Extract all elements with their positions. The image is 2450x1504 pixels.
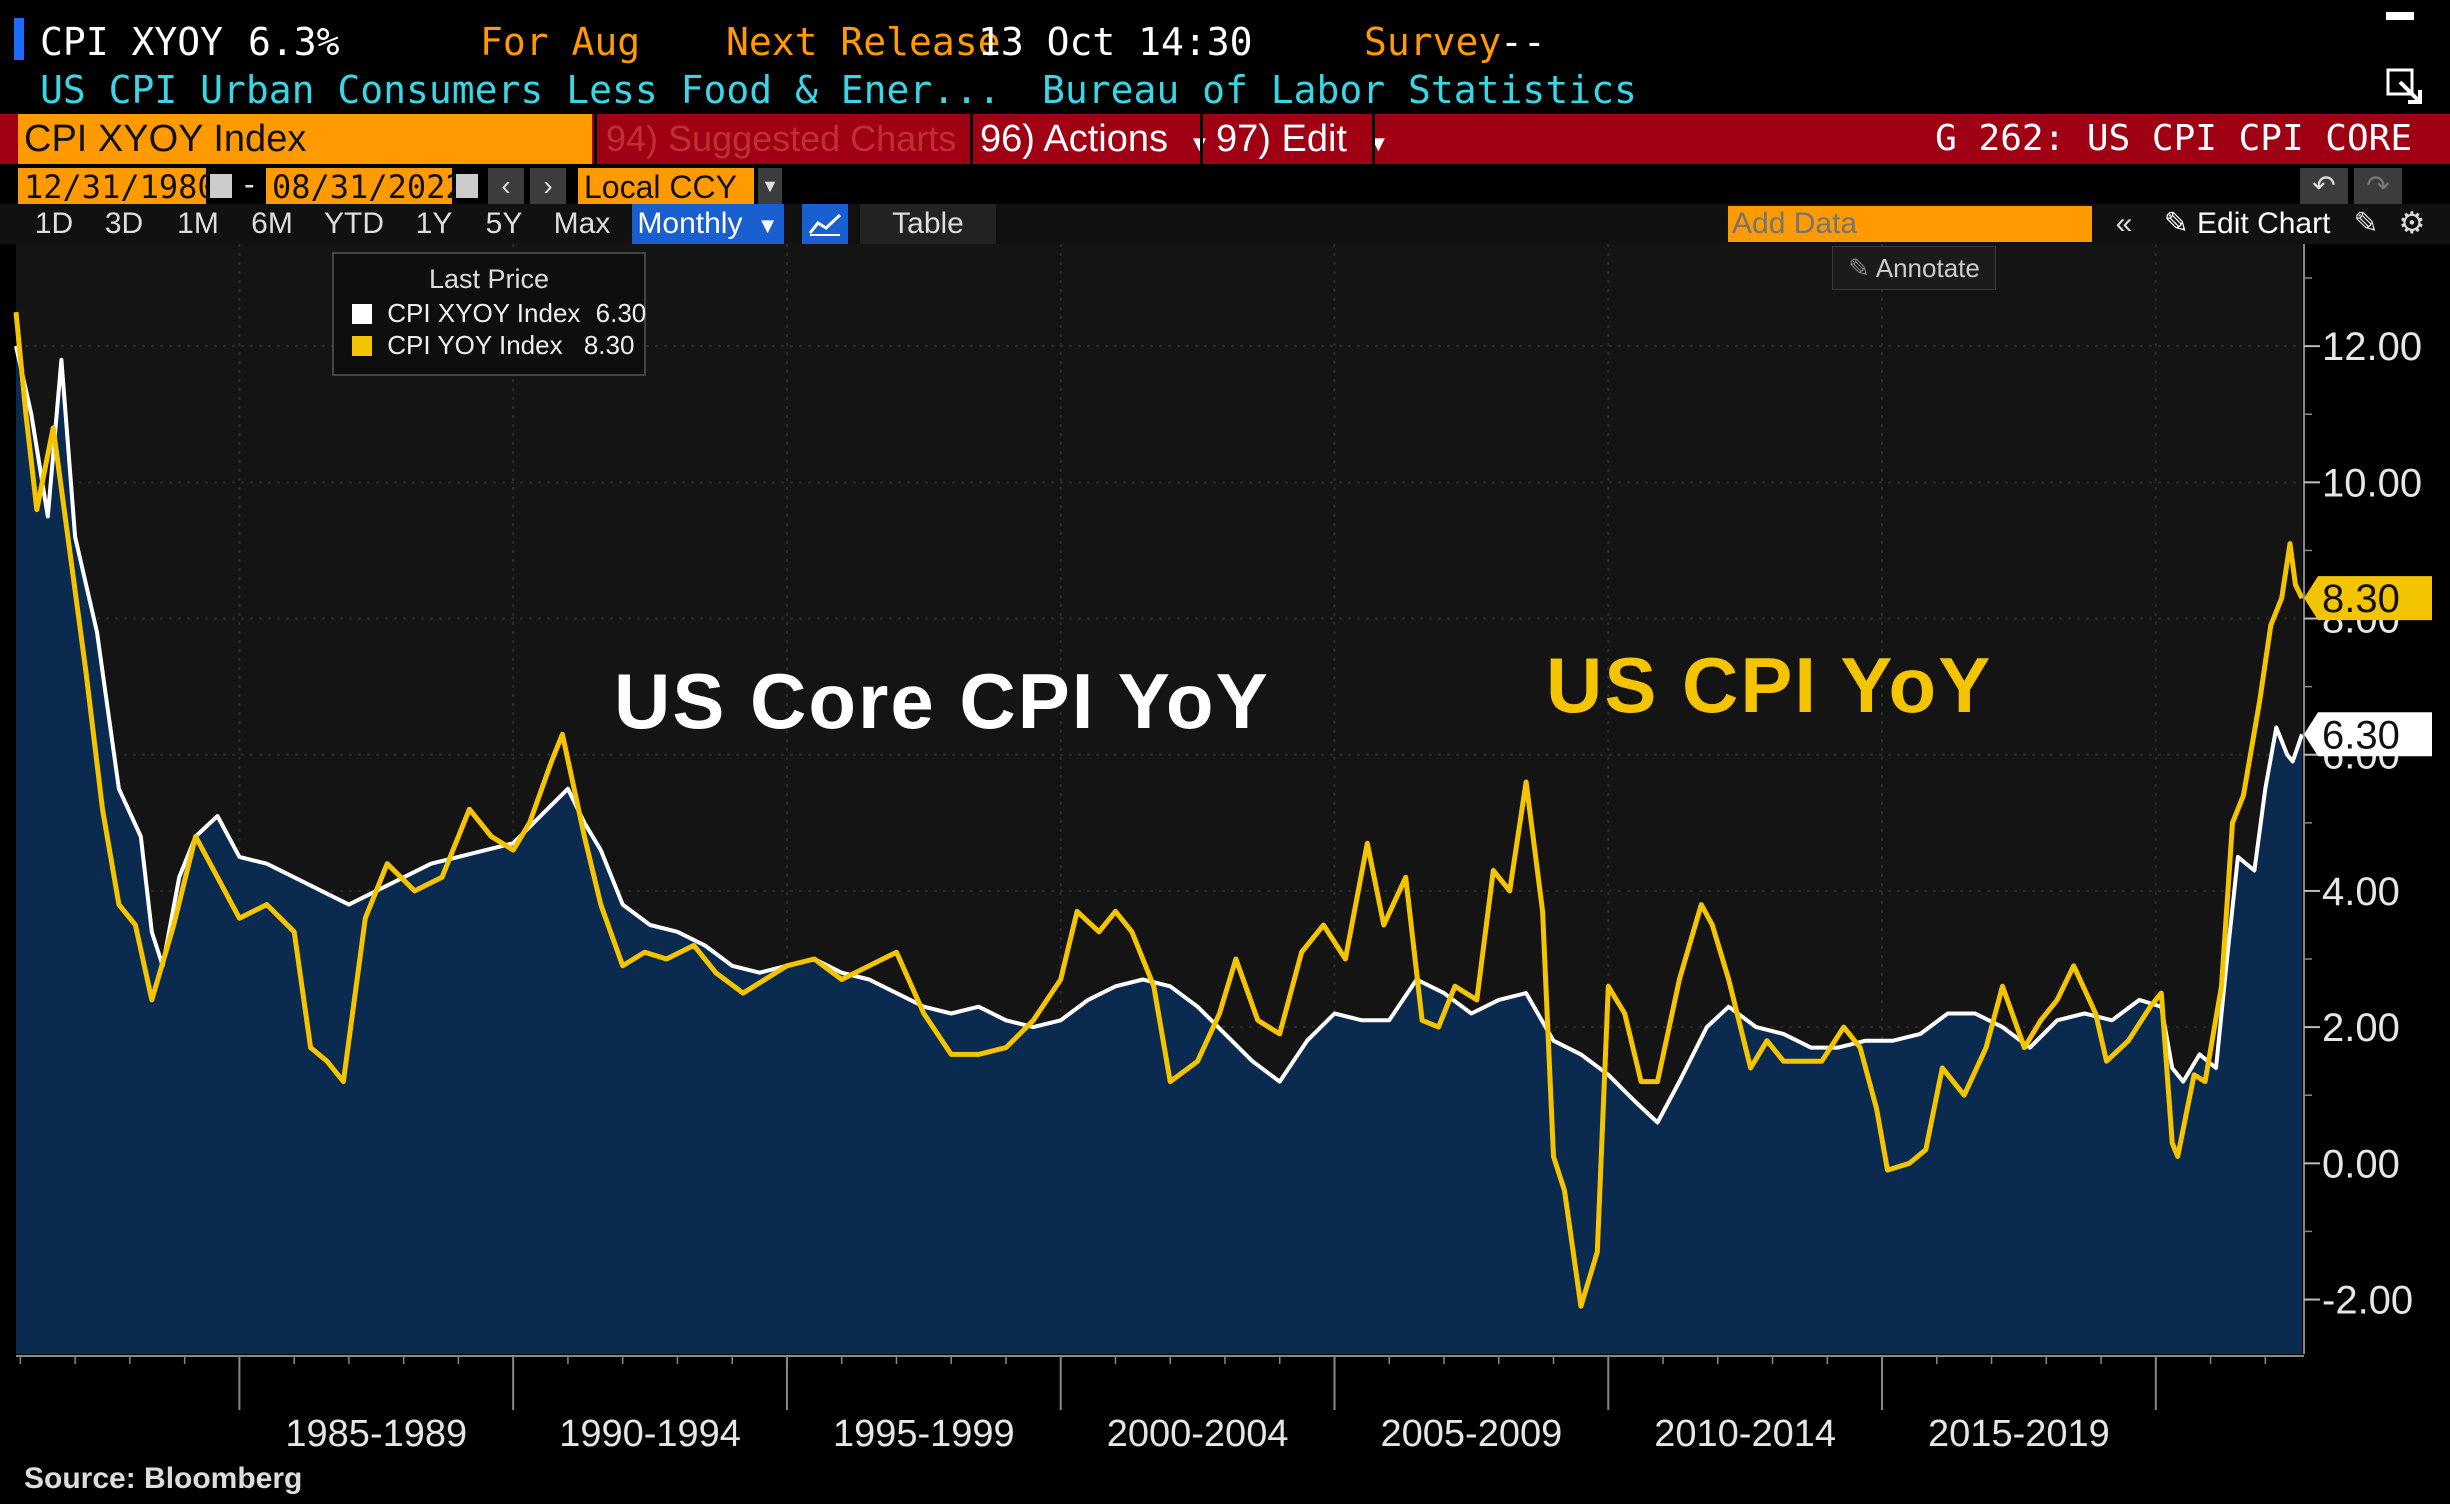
redo-icon[interactable]: ↷ — [2354, 168, 2402, 204]
frequency-caret-icon: ▼ — [756, 213, 779, 238]
core-last-badge-shape — [2304, 712, 2432, 757]
actions-button[interactable]: 96) Actions ▼ — [980, 114, 1210, 164]
security-description-row: US CPI Urban Consumers Less Food & Ener.… — [0, 48, 2450, 114]
chart-title: G 262: US CPI CPI CORE — [1935, 118, 2412, 159]
line-chart-icon[interactable] — [802, 204, 848, 244]
legend-swatch-core — [352, 304, 372, 324]
x-tick-label: 2005-2009 — [1381, 1413, 1563, 1455]
next-release-label: Next Release — [726, 20, 1001, 64]
collapse-icon[interactable]: « — [2115, 207, 2133, 240]
period-label: For Aug — [480, 20, 641, 64]
x-tick-label: 1995-1999 — [833, 1413, 1015, 1455]
y-tick-label: -2.00 — [2322, 1279, 2413, 1323]
annotate-pencil-icon: ✎ — [1848, 253, 1870, 283]
security-field[interactable]: CPI XYOY Index — [18, 114, 592, 164]
y-tick-label: 2.00 — [2322, 1006, 2400, 1050]
survey-value: -- — [1500, 20, 1546, 64]
y-tick-label: 0.00 — [2322, 1142, 2400, 1186]
legend-name-headline: CPI YOY Index — [387, 330, 563, 360]
security-marker — [14, 18, 24, 60]
legend-item-core[interactable]: CPI XYOY Index 6.30 — [352, 298, 646, 329]
add-data-input[interactable] — [1728, 206, 2092, 242]
period-max[interactable]: Max — [553, 207, 611, 240]
survey-label: Survey — [1364, 20, 1502, 64]
gear-icon[interactable]: ⚙ — [2398, 207, 2426, 240]
date-range-row: 12/31/1980 - 08/31/2022 ‹ › Local CCY ▼ … — [0, 166, 2450, 206]
last-value-badges: 8.30 6.30 — [2304, 576, 2432, 757]
x-tick-label: 1990-1994 — [559, 1413, 741, 1455]
next-range-button[interactable]: › — [530, 168, 566, 204]
prev-range-button[interactable]: ‹ — [488, 168, 524, 204]
frequency-label: Monthly — [637, 207, 743, 240]
y-tick-label: 10.00 — [2322, 461, 2422, 505]
headline-last-badge-shape — [2304, 576, 2432, 621]
annotate-label: Annotate — [1875, 253, 1980, 283]
table-button[interactable]: Table — [860, 204, 996, 244]
period-1y[interactable]: 1Y — [415, 207, 453, 240]
x-tick-label: 2010-2014 — [1654, 1413, 1836, 1455]
edit-label: 97) Edit — [1216, 118, 1347, 160]
command-bar: CPI XYOY Index 94) Suggested Charts 96) … — [0, 114, 2450, 164]
data-source: Bureau of Labor Statistics — [1042, 68, 1637, 112]
undo-icon[interactable]: ↶ — [2300, 168, 2348, 204]
edit-chart-button[interactable]: ✎ Edit Chart — [2154, 204, 2340, 244]
security-description: US CPI Urban Consumers Less Food & Ener.… — [40, 68, 1001, 112]
frequency-dropdown[interactable]: Monthly ▼ — [632, 204, 784, 244]
actions-caret-icon: ▼ — [1189, 131, 1211, 156]
period-toolbar: 1D 3D 1M 6M YTD 1Y 5Y Max Monthly ▼ Tabl… — [0, 204, 2450, 244]
period-6m[interactable]: 6M — [251, 207, 293, 240]
x-tick-label: 2015-2019 — [1928, 1413, 2110, 1455]
edit-caret-icon: ▼ — [1367, 131, 1390, 156]
core-cpi-overlay-label: US Core CPI YoY — [614, 657, 1270, 745]
popout-icon[interactable] — [2386, 68, 2426, 108]
edit-menu-button[interactable]: 97) Edit ▼ — [1216, 114, 1389, 164]
security-header: CPI XYOY 6.3% For Aug Next Release 13 Oc… — [0, 0, 2450, 64]
legend-name-core: CPI XYOY Index — [387, 298, 581, 328]
suggested-charts-button[interactable]: 94) Suggested Charts — [606, 118, 957, 159]
y-tick-label: 12.00 — [2322, 325, 2422, 369]
period-5y[interactable]: 5Y — [485, 207, 523, 240]
x-tick-label: 1985-1989 — [285, 1413, 467, 1455]
core-cpi-area — [16, 346, 2302, 1355]
legend-swatch-headline — [352, 336, 372, 356]
x-axis-ticks: 1985-1989 1990-1994 1995-1999 2000-2004 2005… — [19, 1356, 2267, 1455]
date-separator: - — [244, 166, 255, 202]
legend-title: Last Price — [428, 264, 550, 294]
period-1d[interactable]: 1D — [34, 207, 74, 240]
x-tick-label: 2000-2004 — [1107, 1413, 1289, 1455]
period-1m[interactable]: 1M — [177, 207, 219, 240]
headline-cpi-overlay-label: US CPI YoY — [1546, 641, 1993, 729]
period-3d[interactable]: 3D — [104, 207, 144, 240]
legend[interactable]: Last Price CPI XYOY Index 6.30 CPI YOY I… — [332, 252, 646, 376]
annotate-button[interactable]: ✎ Annotate — [1832, 246, 1996, 290]
last-value: 6.3% — [248, 20, 340, 64]
legend-item-headline[interactable]: CPI YOY Index 8.30 — [352, 330, 634, 361]
end-calendar-icon[interactable] — [456, 174, 478, 198]
edit-chart-label: Edit Chart — [2197, 207, 2331, 240]
chart-options-icon[interactable]: ✎ — [2353, 207, 2379, 240]
end-date-input[interactable]: 08/31/2022 — [266, 168, 465, 206]
period-ytd[interactable]: YTD — [324, 207, 384, 240]
pencil-icon: ✎ — [2163, 207, 2189, 240]
series-layer — [13, 311, 2305, 1355]
legend-value-core: 6.30 — [595, 298, 647, 328]
window-control-icon[interactable] — [2386, 12, 2414, 20]
start-date-input[interactable]: 12/31/1980 — [18, 168, 217, 206]
legend-value-headline: 8.30 — [583, 330, 635, 360]
core-cpi-line — [14, 345, 2304, 1125]
actions-label: 96) Actions — [980, 118, 1168, 160]
currency-dropdown-icon[interactable]: ▼ — [758, 168, 782, 204]
source-footnote: Source: Bloomberg — [24, 1462, 303, 1495]
next-release-value: 13 Oct 14:30 — [978, 20, 1253, 64]
core-last-badge-text: 6.30 — [2322, 713, 2400, 757]
currency-select[interactable]: Local CCY — [578, 168, 754, 206]
headline-last-badge-text: 8.30 — [2322, 577, 2400, 621]
y-tick-label: 4.00 — [2322, 870, 2400, 914]
headline-cpi-line — [13, 311, 2305, 1309]
ticker[interactable]: CPI XYOY — [40, 20, 224, 64]
start-calendar-icon[interactable] — [210, 174, 232, 198]
